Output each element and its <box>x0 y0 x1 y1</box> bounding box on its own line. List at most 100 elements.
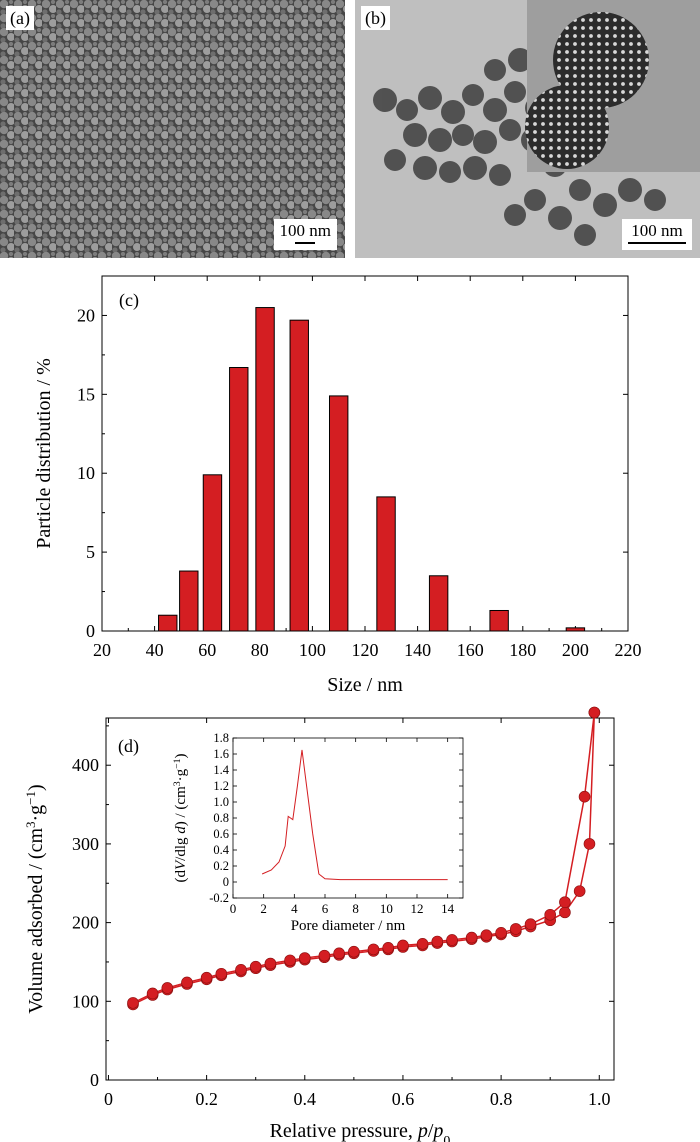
histogram-x-tick-label: 180 <box>509 640 536 660</box>
histogram-bar <box>229 367 249 632</box>
isotherm-data-point <box>446 934 458 946</box>
isotherm-data-point <box>544 908 556 921</box>
inset-x-axis-label: Pore diameter / nm <box>291 918 406 934</box>
histogram-y-tick-label: 15 <box>77 384 95 404</box>
isotherm-data-point <box>559 896 571 908</box>
isotherm-y-tick-label: 200 <box>72 913 99 933</box>
isotherm-y-tick-label: 400 <box>72 755 99 775</box>
inset-y-tick-label: 1.8 <box>213 731 229 745</box>
inset-y-tick-label: 1.2 <box>213 779 229 793</box>
histogram-x-tick-label: 80 <box>251 640 269 660</box>
histogram-bar <box>289 319 309 632</box>
isotherm-y-axis-label: Volume adsorbed / (cm3·g−1) <box>23 784 48 1013</box>
isotherm-data-point <box>480 929 493 942</box>
inset-y-tick-label: 1.0 <box>213 795 229 809</box>
inset-y-tick-label: 0.8 <box>213 811 229 825</box>
inset-x-tick-label: 4 <box>291 901 298 916</box>
sem-micrograph-panel: (a) 100 nm <box>0 0 345 258</box>
histogram-bar <box>202 474 223 632</box>
isotherm-data-point <box>298 952 311 964</box>
isotherm-data-point <box>382 941 395 954</box>
inset-x-tick-label: 0 <box>230 901 237 916</box>
isotherm-data-point <box>215 967 228 980</box>
isotherm-x-tick-label: 0.4 <box>294 1089 317 1109</box>
histogram-bar <box>158 614 178 632</box>
isotherm-x-tick-label: 0 <box>104 1089 113 1109</box>
isotherm-data-point <box>524 918 537 930</box>
inset-y-tick-label: 1.4 <box>213 763 229 777</box>
isotherm-x-axis-label: Relative pressure, p/p0 <box>270 1120 451 1142</box>
isotherm-data-point <box>510 923 522 935</box>
inset-y-axis-label: (dV/dlg d) / (cm3·g−1) <box>172 753 190 882</box>
isotherm-data-point <box>146 987 159 1000</box>
scale-bar-label-b: 100 nm <box>631 221 683 240</box>
histogram-bar <box>328 395 349 632</box>
isotherm-y-tick-label: 0 <box>90 1070 99 1090</box>
isotherm-data-point <box>588 706 601 719</box>
inset-x-tick-label: 8 <box>352 901 359 916</box>
histogram-x-tick-label: 140 <box>404 640 431 660</box>
isotherm-data-point <box>573 885 586 897</box>
histogram-x-tick-label: 60 <box>198 640 216 660</box>
isotherm-data-point <box>284 954 296 967</box>
isotherm-data-point <box>127 997 139 1009</box>
isotherm-data-point <box>397 939 409 952</box>
histogram-x-tick-label: 160 <box>457 640 484 660</box>
histogram-bar <box>179 570 199 632</box>
inset-distribution-line <box>261 749 448 881</box>
isotherm-data-point <box>249 960 262 973</box>
isotherm-data-point <box>431 935 444 948</box>
histogram-x-tick-label: 100 <box>299 640 326 660</box>
histogram-panel-label: (c) <box>119 290 139 311</box>
isotherm-data-point <box>348 945 360 958</box>
isotherm-data-point <box>583 838 596 850</box>
isotherm-data-point <box>200 971 213 984</box>
inset-x-tick-label: 10 <box>380 901 393 916</box>
tem-image <box>355 0 700 258</box>
histogram-y-tick-label: 5 <box>86 542 95 562</box>
isotherm-panel-label: (d) <box>118 736 139 757</box>
histogram-x-axis-label: Size / nm <box>327 674 403 696</box>
isotherm-data-point <box>264 957 277 970</box>
inset-x-tick-label: 2 <box>260 901 267 916</box>
isotherm-x-tick-label: 0.8 <box>490 1089 513 1109</box>
histogram-bar <box>489 609 509 632</box>
isotherm-data-point <box>559 906 571 919</box>
inset-y-tick-label: 0.4 <box>213 843 229 857</box>
scale-bar-b: 100 nm <box>622 219 692 250</box>
inset-y-tick-label: 0.6 <box>213 827 229 841</box>
isotherm-data-point <box>333 947 345 960</box>
tem-micrograph-panel: (b) 100 nm <box>355 0 700 258</box>
isotherm-data-point <box>367 943 380 956</box>
inset-y-tick-label: -0.2 <box>209 891 229 905</box>
panel-label-a: (a) <box>6 6 34 30</box>
isotherm-data-point <box>416 938 429 950</box>
scale-bar-label-a: 100 nm <box>279 221 331 240</box>
histogram-y-tick-label: 20 <box>77 305 95 325</box>
scale-bar-line-b <box>628 242 686 244</box>
histogram-y-axis-label: Particle distribution / % <box>33 358 55 549</box>
histogram-x-tick-label: 220 <box>615 640 642 660</box>
isotherm-data-point <box>578 790 591 803</box>
isotherm-data-point <box>235 964 247 976</box>
isotherm-x-tick-label: 0.6 <box>392 1089 415 1109</box>
histogram-x-tick-label: 20 <box>93 640 111 660</box>
sem-image <box>0 0 345 258</box>
isotherm-x-tick-label: 1.0 <box>588 1089 611 1109</box>
scale-bar-a: 100 nm <box>273 219 337 250</box>
isotherm-data-point <box>318 949 331 962</box>
isotherm-y-tick-label: 300 <box>72 834 99 854</box>
inset-x-tick-label: 6 <box>322 901 329 916</box>
histogram-x-tick-label: 120 <box>352 640 379 660</box>
inset-y-tick-label: 0.2 <box>213 859 229 873</box>
histogram-bar <box>255 307 275 632</box>
isotherm-data-point <box>495 927 507 939</box>
histogram-bar <box>565 627 586 632</box>
isotherm-x-tick-label: 0.2 <box>195 1089 218 1109</box>
histogram-y-tick-label: 0 <box>86 621 95 641</box>
isotherm-data-point <box>181 976 193 989</box>
inset-x-tick-label: 12 <box>411 901 424 916</box>
isotherm-data-point <box>465 931 478 944</box>
isotherm-data-point <box>161 982 174 994</box>
scale-bar-line-a <box>295 242 316 244</box>
